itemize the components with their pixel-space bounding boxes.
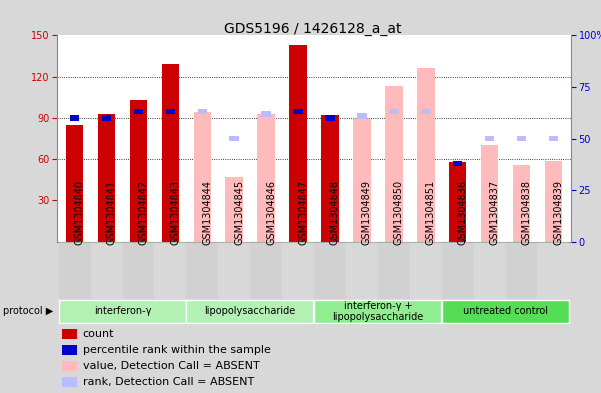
Bar <box>198 109 207 114</box>
Text: GSM1304837: GSM1304837 <box>490 180 499 244</box>
Text: untreated control: untreated control <box>463 307 548 316</box>
Text: GSM1304850: GSM1304850 <box>394 180 404 244</box>
Bar <box>314 300 441 323</box>
Bar <box>59 300 186 323</box>
Bar <box>282 242 314 299</box>
Bar <box>66 125 84 242</box>
Bar <box>410 242 442 299</box>
Bar <box>389 109 398 114</box>
Bar <box>485 136 495 141</box>
Bar <box>186 242 218 299</box>
Bar <box>449 162 466 242</box>
Bar <box>481 145 498 242</box>
Bar <box>293 109 303 114</box>
Text: GSM1304846: GSM1304846 <box>266 180 276 244</box>
Text: GSM1304840: GSM1304840 <box>75 180 85 244</box>
Bar <box>130 100 147 242</box>
Bar <box>257 114 275 242</box>
Bar <box>91 242 123 299</box>
Bar <box>325 115 335 121</box>
Bar <box>250 242 282 299</box>
Bar <box>230 136 239 141</box>
Bar <box>63 329 76 339</box>
Text: GSM1304839: GSM1304839 <box>554 180 563 244</box>
Bar <box>513 165 530 242</box>
Bar <box>378 242 410 299</box>
Text: GSM1304844: GSM1304844 <box>203 180 212 244</box>
Bar <box>289 45 307 242</box>
Bar <box>63 377 76 387</box>
Text: GSM1304845: GSM1304845 <box>234 180 244 244</box>
Bar <box>385 86 403 242</box>
Bar <box>549 136 558 141</box>
Text: GSM1304841: GSM1304841 <box>106 180 117 244</box>
Text: rank, Detection Call = ABSENT: rank, Detection Call = ABSENT <box>83 377 254 387</box>
Text: GSM1304848: GSM1304848 <box>330 180 340 244</box>
Bar <box>314 242 346 299</box>
Bar <box>218 242 250 299</box>
Text: interferon-γ: interferon-γ <box>94 307 151 316</box>
Bar <box>225 177 243 242</box>
Text: count: count <box>83 329 114 339</box>
Bar <box>357 113 367 119</box>
Bar <box>442 242 474 299</box>
Bar <box>186 300 313 323</box>
Text: GSM1304849: GSM1304849 <box>362 180 372 244</box>
Bar <box>421 109 430 114</box>
Text: GSM1304838: GSM1304838 <box>522 180 531 244</box>
Bar <box>545 160 562 242</box>
Bar <box>59 242 91 299</box>
Text: GSM1304842: GSM1304842 <box>138 180 148 244</box>
Text: value, Detection Call = ABSENT: value, Detection Call = ABSENT <box>83 361 260 371</box>
Text: GSM1304836: GSM1304836 <box>457 180 468 244</box>
Text: lipopolysaccharide: lipopolysaccharide <box>204 307 296 316</box>
Bar <box>133 109 143 114</box>
Bar <box>166 109 175 114</box>
Bar <box>194 112 211 242</box>
Bar <box>417 68 435 242</box>
Bar <box>453 160 462 166</box>
Bar <box>321 115 339 242</box>
Text: percentile rank within the sample: percentile rank within the sample <box>83 345 270 355</box>
Text: GSM1304847: GSM1304847 <box>298 180 308 244</box>
Bar <box>505 242 537 299</box>
Bar <box>123 242 154 299</box>
Bar <box>261 111 271 116</box>
Text: GSM1304851: GSM1304851 <box>426 180 436 244</box>
Bar <box>162 64 179 242</box>
Bar <box>353 119 371 242</box>
Text: protocol ▶: protocol ▶ <box>3 306 53 316</box>
Bar <box>517 136 526 141</box>
Bar <box>346 242 378 299</box>
Bar <box>154 242 186 299</box>
Bar <box>102 115 111 121</box>
Bar <box>63 361 76 371</box>
Text: GSM1304843: GSM1304843 <box>171 180 180 244</box>
Bar <box>474 242 505 299</box>
Text: GDS5196 / 1426128_a_at: GDS5196 / 1426128_a_at <box>224 22 401 36</box>
Bar <box>98 114 115 242</box>
Text: interferon-γ +
lipopolysaccharide: interferon-γ + lipopolysaccharide <box>332 301 424 322</box>
Bar <box>70 115 79 121</box>
Bar <box>537 242 569 299</box>
Bar <box>63 345 76 355</box>
Bar <box>442 300 569 323</box>
